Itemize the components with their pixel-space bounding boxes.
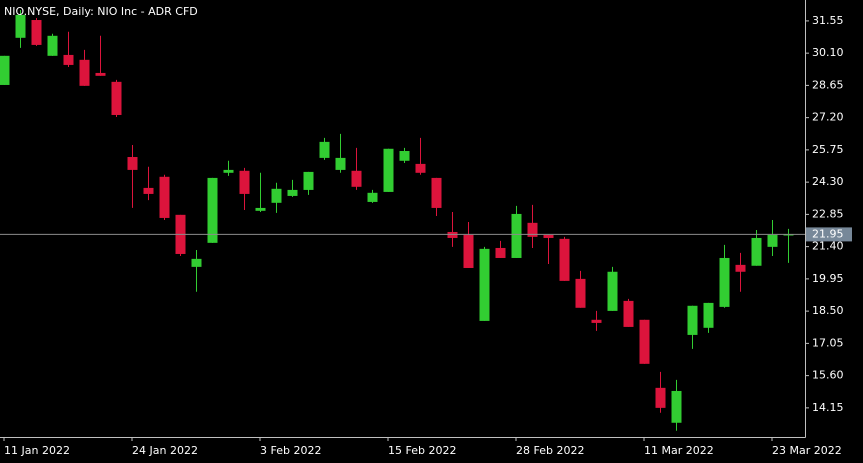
candle-body bbox=[463, 234, 474, 268]
candle-body bbox=[479, 248, 490, 321]
candle-body bbox=[703, 302, 714, 328]
last-price-label: 21.95 bbox=[812, 227, 844, 240]
x-tick-label: 28 Feb 2022 bbox=[516, 444, 584, 457]
candle-body bbox=[607, 271, 618, 311]
candle-body bbox=[623, 300, 634, 327]
candle-body bbox=[223, 169, 234, 173]
y-tick-label: 31.55 bbox=[812, 14, 844, 27]
candle-body bbox=[255, 207, 266, 211]
candle-body bbox=[575, 278, 586, 308]
candle-body bbox=[63, 54, 74, 65]
x-tick-label: 24 Jan 2022 bbox=[132, 444, 198, 457]
candle-body bbox=[735, 264, 746, 272]
last-price-box bbox=[806, 227, 852, 242]
candle-body bbox=[351, 170, 362, 187]
candle-body bbox=[559, 238, 570, 281]
y-tick-label: 27.20 bbox=[812, 111, 844, 124]
candle-body bbox=[95, 72, 106, 76]
candle-body bbox=[31, 20, 42, 45]
plot-area bbox=[0, 10, 794, 431]
candle-body bbox=[767, 234, 778, 247]
candle-body bbox=[591, 319, 602, 323]
candle-body bbox=[143, 187, 154, 194]
y-tick-label: 19.95 bbox=[812, 272, 844, 285]
y-tick-label: 17.05 bbox=[812, 336, 844, 349]
candle-body bbox=[543, 234, 554, 238]
x-tick-label: 3 Feb 2022 bbox=[260, 444, 321, 457]
y-tick-label: 18.50 bbox=[812, 304, 844, 317]
candle-body bbox=[239, 170, 250, 194]
candle-body bbox=[447, 231, 458, 238]
y-tick-label: 30.10 bbox=[812, 46, 844, 59]
x-tick-label: 11 Jan 2022 bbox=[4, 444, 70, 457]
candle-body bbox=[719, 257, 730, 307]
y-tick-label: 28.65 bbox=[812, 78, 844, 91]
candle-body bbox=[751, 237, 762, 266]
candle-body bbox=[0, 55, 10, 85]
x-tick-label: 15 Feb 2022 bbox=[388, 444, 456, 457]
candle-body bbox=[207, 177, 218, 243]
candle-body bbox=[287, 189, 298, 196]
candle-body bbox=[111, 81, 122, 115]
candle-body bbox=[383, 148, 394, 192]
candle-body bbox=[159, 176, 170, 218]
candle-body bbox=[431, 177, 442, 208]
candle-body bbox=[495, 247, 506, 258]
y-tick-label: 24.30 bbox=[812, 175, 844, 188]
candle-body bbox=[303, 171, 314, 190]
candle-body bbox=[527, 222, 538, 237]
candle-body bbox=[399, 151, 410, 161]
candle-body bbox=[639, 319, 650, 364]
candle-body bbox=[367, 192, 378, 202]
candle-body bbox=[783, 234, 794, 236]
x-tick-label: 11 Mar 2022 bbox=[644, 444, 714, 457]
y-tick-label: 15.60 bbox=[812, 369, 844, 382]
candle-body bbox=[415, 163, 426, 173]
candle-body bbox=[47, 35, 58, 56]
y-tick-label: 21.40 bbox=[812, 240, 844, 253]
candle-body bbox=[79, 59, 90, 86]
y-tick-label: 25.75 bbox=[812, 143, 844, 156]
candle-body bbox=[319, 141, 330, 158]
chart-title: NIO.NYSE, Daily: NIO Inc - ADR CFD bbox=[4, 5, 198, 18]
candle-body bbox=[15, 14, 26, 38]
candle-body bbox=[127, 157, 138, 170]
candle-body bbox=[687, 305, 698, 335]
candle-body bbox=[511, 213, 522, 258]
y-tick-label: 22.85 bbox=[812, 207, 844, 220]
x-tick-label: 23 Mar 2022 bbox=[772, 444, 842, 457]
candle-body bbox=[335, 157, 346, 170]
candle-body bbox=[271, 188, 282, 203]
candle-body bbox=[655, 387, 666, 408]
candle-body bbox=[671, 390, 682, 423]
y-tick-label: 14.15 bbox=[812, 401, 844, 414]
candle-body bbox=[191, 258, 202, 267]
